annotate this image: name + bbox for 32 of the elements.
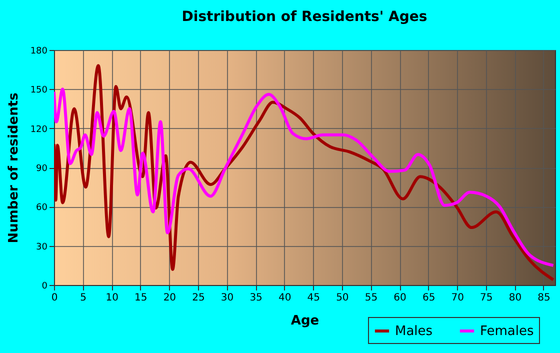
y-axis-title: Number of residents bbox=[6, 92, 22, 244]
x-tick-label: 50 bbox=[336, 292, 349, 304]
x-tick-label: 85 bbox=[538, 292, 550, 304]
x-tick-label: 10 bbox=[106, 292, 118, 304]
x-tick-label: 15 bbox=[134, 292, 148, 304]
x-tick-label: 5 bbox=[80, 292, 86, 304]
chart-title: Distribution of Residents' Ages bbox=[182, 9, 428, 25]
x-tick-label: 45 bbox=[307, 292, 320, 304]
legend-label: Females bbox=[480, 324, 534, 339]
y-tick-label: 60 bbox=[36, 203, 48, 214]
y-tick-label: 180 bbox=[30, 46, 48, 56]
x-tick-label: 80 bbox=[508, 292, 522, 304]
line-series bbox=[54, 88, 555, 267]
x-tick-label: 65 bbox=[422, 292, 436, 304]
x-tick-label: 0 bbox=[51, 292, 58, 304]
y-tick-label: 120 bbox=[30, 124, 48, 135]
x-axis-title: Age bbox=[290, 314, 320, 328]
x-tick-label: 55 bbox=[364, 292, 378, 304]
x-tick-label: 75 bbox=[480, 292, 493, 304]
y-tick-label: 30 bbox=[36, 242, 48, 252]
x-tick-label: 40 bbox=[278, 292, 292, 304]
y-tick-label: 150 bbox=[30, 86, 48, 96]
x-tick-label: 25 bbox=[192, 292, 205, 304]
y-tick-label: 0 bbox=[42, 282, 48, 292]
x-tick-label: 35 bbox=[250, 292, 262, 304]
x-tick-label: 30 bbox=[220, 292, 234, 304]
y-tick-label: 90 bbox=[36, 164, 48, 174]
x-tick-label: 60 bbox=[394, 292, 406, 304]
x-tick-label: 20 bbox=[163, 292, 176, 304]
legend-label: Males bbox=[395, 324, 433, 339]
line-series bbox=[54, 64, 555, 282]
x-tick-label: 70 bbox=[451, 292, 464, 304]
